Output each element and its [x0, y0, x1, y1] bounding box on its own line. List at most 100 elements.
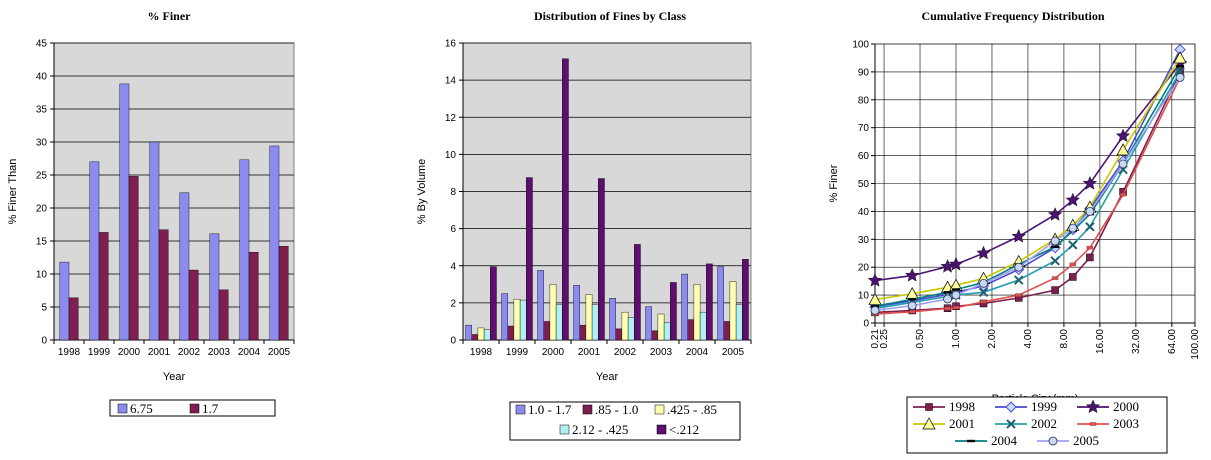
c3-ytick-label: 0	[863, 319, 869, 330]
c1-xtick-label: 1998	[58, 347, 81, 358]
c2-bar-212-2002	[634, 244, 641, 341]
c2-bar-42585-2004	[693, 284, 701, 341]
c1-bar-17-2001	[158, 229, 169, 341]
c1-legend-swatch	[189, 403, 200, 414]
c3-point-2000	[1082, 175, 1098, 190]
c2-xtick-label: 2003	[650, 347, 673, 358]
c3-point-2000	[867, 273, 883, 287]
c3-point-1998	[1051, 286, 1059, 294]
chart1-svg: % Finer 0 5 10 15 20 25 30 35 40 45 1998 1999 2000 200…	[7, 9, 295, 417]
c2-ytick-label: 14	[445, 76, 457, 87]
c1-ytick-label: 0	[41, 336, 47, 347]
c2-bar-212-2000	[562, 58, 569, 341]
c3-legend-label: 2001	[949, 416, 975, 431]
c3-ytick-label: 70	[858, 123, 870, 134]
c3-legend-marker	[1006, 419, 1016, 429]
c3-ytick-label: 80	[858, 95, 870, 106]
c2-bar-8510-2004	[687, 319, 695, 341]
c1-xtick-label: 2003	[208, 347, 231, 358]
c2-bar-42585-2001	[585, 294, 593, 341]
c3-xtick-label: 32.00	[1131, 329, 1142, 354]
c3-xtick-label: 0.50	[915, 329, 926, 349]
c3-point-2002	[1014, 275, 1024, 285]
c3-legend-marker	[1048, 436, 1058, 446]
c2-bar-1017-2000	[537, 270, 544, 341]
c3-xtick-label: 0.21	[870, 329, 881, 349]
c2-title: Distribution of Fines by Class	[534, 9, 686, 23]
c3-legend-label: 2000	[1113, 399, 1139, 414]
c3-ytick-label: 10	[858, 291, 870, 302]
c3-point-1998	[1086, 253, 1094, 262]
c2-bar-1017-2005	[717, 266, 724, 341]
c3-xtick-label: 8.00	[1059, 329, 1070, 349]
c2-ytick-label: 8	[450, 187, 456, 198]
c3-legend-marker	[925, 403, 933, 411]
c3-point-2005	[1050, 236, 1060, 246]
c2-xtick-label: 2004	[686, 347, 709, 358]
c1-ytick-label: 20	[36, 204, 48, 215]
c2-bar-212425-2002	[627, 317, 635, 341]
c3-point-2005	[1175, 73, 1185, 82]
c3-point-2005	[943, 294, 952, 304]
c1-ylabel: % Finer Than	[7, 159, 19, 225]
c3-ytick-label: 50	[858, 179, 870, 190]
c1-ytick-label: 5	[41, 303, 47, 314]
c1-xtick-label: 2002	[178, 347, 201, 358]
c1-bar-675-2002	[179, 192, 190, 341]
c2-bar-42585-1999	[513, 298, 521, 341]
c3-ytick-label: 90	[858, 67, 870, 78]
c2-legend-label: 1.0 - 1.7	[528, 402, 572, 417]
c1-bar-675-1999	[89, 161, 100, 341]
c3-point-2000	[1047, 207, 1063, 221]
c3-point-2001	[1116, 143, 1130, 156]
c3-xtick-label: 1.00	[951, 329, 962, 349]
c3-point-2005	[870, 306, 880, 315]
c3-legend-label: 2005	[1073, 433, 1099, 448]
chart-cumulative-frequency: Cumulative Frequency Distribution 0.21 0.2…	[815, 0, 1211, 455]
c2-ytick-label: 0	[450, 336, 456, 347]
c3-point-2003	[1051, 276, 1059, 280]
c2-ytick-label: 2	[450, 298, 456, 309]
c1-xlabel: Year	[163, 371, 186, 383]
c2-xtick-label: 1998	[470, 347, 493, 358]
c2-bar-1017-2001	[573, 285, 580, 341]
c1-ytick-label: 40	[36, 72, 48, 83]
c3-legend-marker	[922, 417, 936, 430]
c2-bar-42585-1998	[477, 327, 485, 341]
c2-bar-8510-1999	[507, 325, 515, 341]
c3-legend-marker	[967, 439, 975, 443]
c1-bar-675-2003	[209, 233, 220, 341]
c1-ytick-label: 35	[36, 105, 48, 116]
c3-title: Cumulative Frequency Distribution	[921, 9, 1104, 23]
c2-legend-swatch	[559, 424, 570, 435]
c3-legend-marker	[1089, 422, 1097, 426]
c2-bar-212-1998	[490, 266, 497, 341]
c2-ytick-label: 12	[445, 113, 457, 124]
c1-bar-17-2005	[278, 246, 289, 341]
c2-ytick-label: 10	[445, 150, 457, 161]
c3-point-2003	[952, 305, 960, 310]
c2-bar-8510-2005	[723, 321, 731, 341]
c2-ylabel: % By Volume	[416, 159, 428, 224]
c2-xtick-label: 2005	[722, 347, 745, 358]
c1-xtick-label: 2001	[148, 347, 171, 358]
c3-point-2000	[948, 256, 964, 271]
c3-point-2003	[1069, 262, 1077, 267]
chart-fines-distribution: Distribution of Fines by Class 0 2 4 6 8 10 12 1…	[405, 0, 775, 455]
c3-legend-label: 2003	[1113, 416, 1139, 431]
c2-legend-label: .425 - .85	[667, 402, 717, 417]
c2-bar-212425-2003	[663, 322, 671, 341]
c2-bar-212425-2001	[591, 304, 599, 341]
c2-bar-212425-2004	[699, 311, 707, 341]
c1-xtick-label: 2000	[118, 347, 141, 358]
c3-ytick-label: 60	[858, 151, 870, 162]
c3-xtick-label: 100.00	[1190, 329, 1201, 360]
c2-legend-swatch	[515, 404, 526, 415]
c3-point-2003	[1119, 192, 1127, 197]
c3-xtick-label: 64.00	[1167, 329, 1178, 354]
c2-bar-212425-2000	[555, 304, 563, 341]
c2-ytick-label: 6	[450, 224, 456, 235]
c2-bar-8510-2002	[615, 328, 623, 341]
c2-bar-212425-1999	[519, 299, 527, 341]
c2-xtick-label: 1999	[506, 347, 529, 358]
